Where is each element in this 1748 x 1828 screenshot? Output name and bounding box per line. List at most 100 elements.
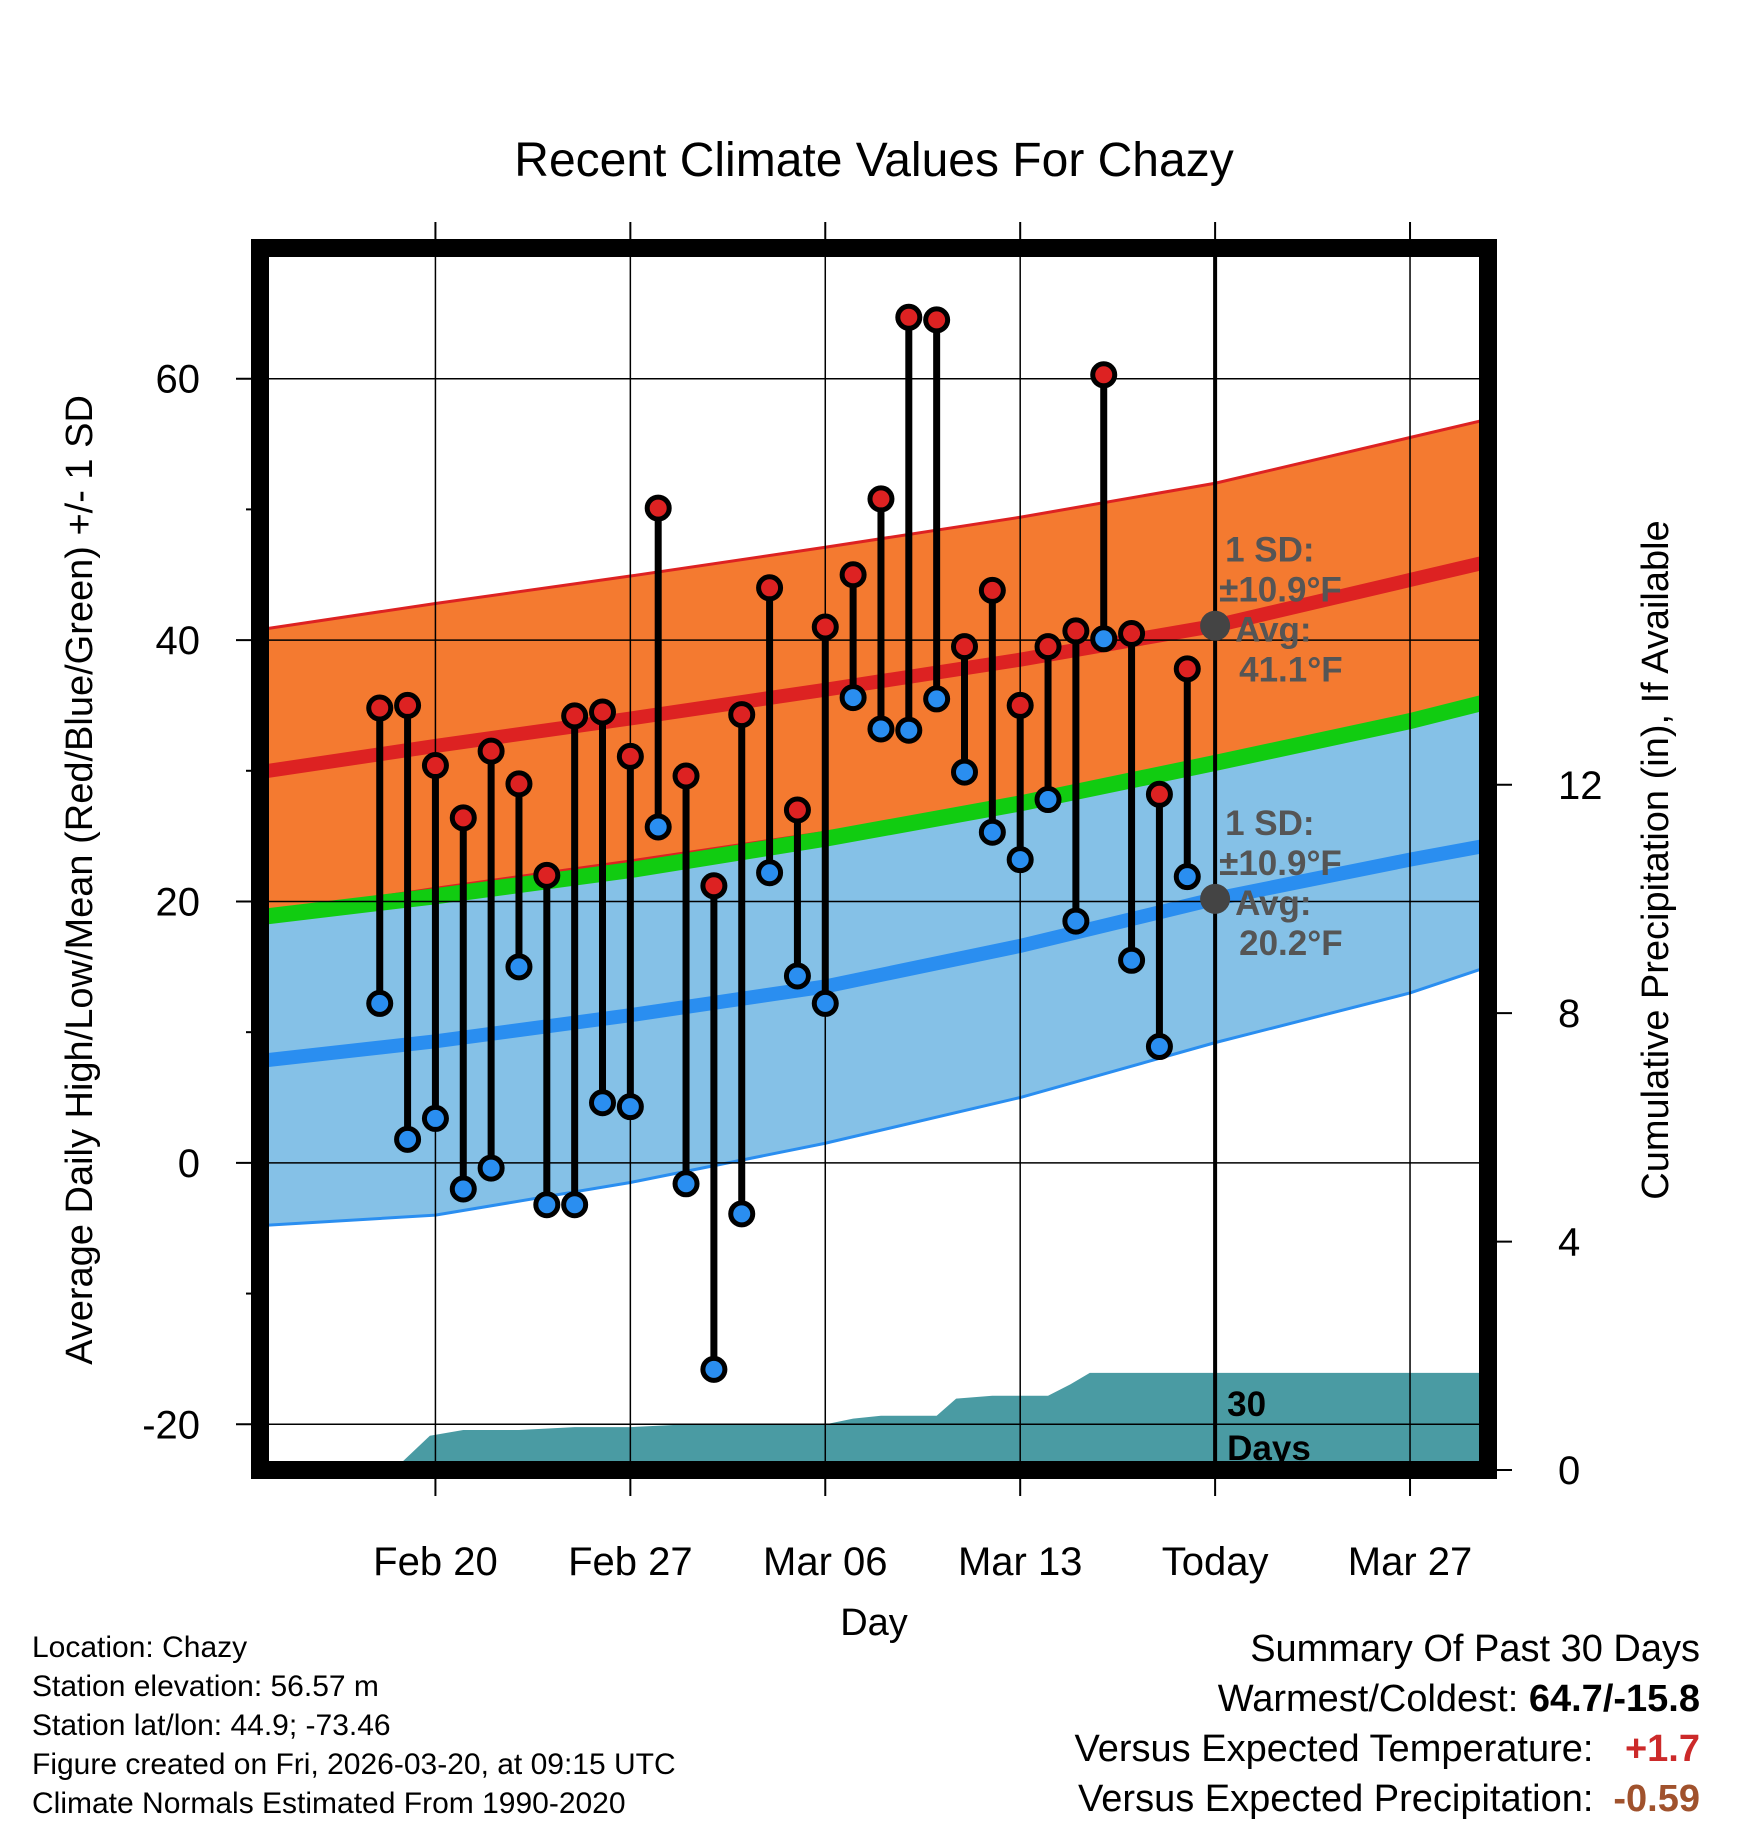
low-point	[394, 1125, 422, 1153]
high-avg-label: Avg:	[1235, 611, 1311, 650]
high-point	[1173, 655, 1201, 683]
y-tick-label: 60	[156, 358, 201, 402]
low-point	[895, 716, 923, 744]
high-sd-band	[260, 419, 1488, 915]
x-tick-label: Feb 27	[568, 1540, 693, 1584]
y-tick-label: 40	[156, 619, 201, 663]
y2-tick-label: 8	[1558, 992, 1580, 1036]
x-axis-label: Day	[840, 1602, 908, 1644]
y2-tick-label: 4	[1558, 1221, 1580, 1265]
high-point	[895, 303, 923, 331]
latlon-text: Station lat/lon: 44.9; -73.46	[32, 1709, 391, 1742]
low-point	[505, 953, 533, 981]
low-point	[839, 684, 867, 712]
high-point	[505, 770, 533, 798]
x-tick-label: Mar 27	[1348, 1540, 1473, 1584]
high-point	[421, 752, 449, 780]
window-label-30: 30	[1227, 1385, 1266, 1424]
high-point	[1062, 617, 1090, 645]
x-tick-label: Feb 20	[373, 1540, 498, 1584]
station-info: Location: Chazy Station elevation: 56.57…	[32, 1628, 676, 1823]
high-avg-value: 41.1°F	[1239, 651, 1343, 690]
high-point	[561, 702, 589, 730]
high-point	[394, 691, 422, 719]
summary-panel: Summary Of Past 30 Days Warmest/Coldest:…	[1075, 1624, 1700, 1824]
precip-area	[393, 1372, 1488, 1470]
y-tick-label: 20	[156, 880, 201, 924]
low-avg-label: Avg:	[1235, 884, 1311, 923]
today-high-normal-marker	[1200, 610, 1231, 641]
y-axis-label: Average Daily High/Low/Mean (Red/Blue/Gr…	[59, 395, 101, 1365]
high-point	[950, 633, 978, 661]
low-point	[1145, 1033, 1173, 1061]
today-low-normal-marker	[1200, 883, 1231, 914]
y2-tick-label: 12	[1558, 764, 1603, 808]
warm-cold-label: Warmest/Coldest:	[1217, 1678, 1519, 1720]
y-tick-label: -20	[142, 1403, 200, 1447]
low-avg-value: 20.2°F	[1239, 924, 1343, 963]
low-point	[1118, 946, 1146, 974]
temp-row: Versus Expected Temperature: +1.7	[1075, 1724, 1700, 1774]
low-point	[616, 1093, 644, 1121]
low-point	[561, 1191, 589, 1219]
low-point	[950, 758, 978, 786]
high-sd-label: 1 SD:	[1225, 531, 1314, 570]
high-point	[867, 485, 895, 513]
precip-value: -0.59	[1613, 1778, 1700, 1820]
low-normal-line	[260, 838, 1488, 1068]
plot-clip-group	[260, 248, 1488, 1470]
chart-title: Recent Climate Values For Chazy	[514, 134, 1233, 187]
low-point	[366, 989, 394, 1017]
low-point	[923, 685, 951, 713]
warm-cold-value: 64.7/-15.8	[1528, 1678, 1700, 1720]
low-point	[449, 1175, 477, 1203]
low-sd-label: 1 SD:	[1225, 804, 1314, 843]
high-point	[589, 698, 617, 726]
high-point	[449, 804, 477, 832]
high-point	[1145, 780, 1173, 808]
temp-value: +1.7	[1624, 1728, 1700, 1770]
low-point	[1006, 846, 1034, 874]
mean-normal-line	[260, 693, 1488, 926]
x-tick-label: Mar 13	[958, 1540, 1083, 1584]
low-point	[811, 989, 839, 1017]
low-point	[644, 813, 672, 841]
normals-text: Climate Normals Estimated From 1990-2020	[32, 1787, 626, 1820]
temp-label: Versus Expected Temperature:	[1074, 1728, 1594, 1770]
low-point	[783, 962, 811, 990]
elevation-text: Station elevation: 56.57 m	[32, 1670, 379, 1703]
x-tick-label: Today	[1162, 1540, 1269, 1584]
y2-tick-label: 0	[1558, 1449, 1580, 1493]
low-point	[421, 1104, 449, 1132]
warm-cold-row: Warmest/Coldest: 64.7/-15.8	[1075, 1674, 1700, 1724]
low-point	[700, 1355, 728, 1383]
high-point	[1034, 633, 1062, 661]
x-tick-label: Mar 06	[763, 1540, 888, 1584]
low-point	[477, 1154, 505, 1182]
low-point	[756, 859, 784, 887]
created-text: Figure created on Fri, 2026-03-20, at 09…	[32, 1748, 676, 1781]
y-tick-label: 0	[178, 1142, 200, 1186]
low-point	[1173, 863, 1201, 891]
high-point	[644, 494, 672, 522]
low-sd-value: ±10.9°F	[1219, 844, 1342, 883]
high-point	[477, 737, 505, 765]
high-point	[839, 561, 867, 589]
high-point	[923, 306, 951, 334]
high-point	[1118, 620, 1146, 648]
low-point	[1034, 786, 1062, 814]
high-point	[811, 613, 839, 641]
high-point	[700, 872, 728, 900]
summary-heading: Summary Of Past 30 Days	[1250, 1628, 1700, 1670]
low-point	[1062, 907, 1090, 935]
low-lower-edge	[260, 965, 1488, 1228]
precip-label: Versus Expected Precipitation:	[1078, 1778, 1594, 1820]
high-normal-line	[260, 554, 1488, 780]
high-point	[728, 701, 756, 729]
high-point	[366, 694, 394, 722]
high-point	[1090, 361, 1118, 389]
high-point	[978, 576, 1006, 604]
low-point	[672, 1170, 700, 1198]
